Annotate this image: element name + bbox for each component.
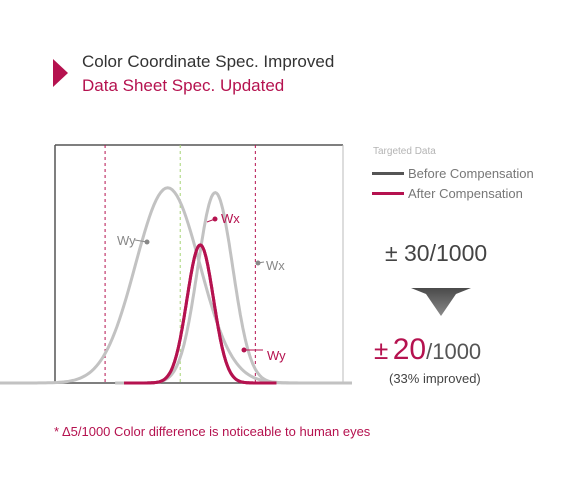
legend-swatch-after bbox=[372, 191, 404, 195]
spec-after-pm: ± bbox=[374, 335, 389, 365]
legend-item-after: After Compensation bbox=[372, 186, 523, 201]
spec-before-value: 30/1000 bbox=[404, 240, 488, 266]
improved-note: (33% improved) bbox=[389, 371, 481, 386]
down-arrow-icon bbox=[411, 288, 471, 316]
legend-label-before: Before Compensation bbox=[408, 166, 534, 181]
callout-dot-before-wy bbox=[144, 239, 150, 245]
callout-dot-after-wx bbox=[212, 216, 218, 222]
spec-before-pm: ± bbox=[385, 240, 398, 266]
title-marker bbox=[53, 59, 68, 87]
curve-label-before-wy: Wy bbox=[117, 233, 136, 248]
legend-item-before: Before Compensation bbox=[372, 166, 534, 181]
spec-before: ± 30/1000 bbox=[385, 240, 487, 267]
callout-dot-after-wy bbox=[241, 347, 247, 353]
spec-after-unit: /1000 bbox=[426, 339, 482, 364]
spec-after: ± 20/1000 bbox=[374, 333, 481, 367]
callout-dot-before-wx bbox=[255, 260, 261, 266]
legend-title: Targeted Data bbox=[373, 146, 436, 157]
footnote: * Δ5/1000 Color difference is noticeable… bbox=[54, 424, 371, 439]
page-subtitle: Data Sheet Spec. Updated bbox=[82, 76, 285, 95]
curve-label-after-wx: Wx bbox=[221, 211, 240, 226]
curve-label-after-wy: Wy bbox=[267, 348, 286, 363]
curve-after-wy bbox=[124, 243, 277, 385]
page-title: Color Coordinate Spec. Improved bbox=[82, 52, 335, 71]
legend-label-after: After Compensation bbox=[408, 186, 523, 201]
curve-label-before-wx: Wx bbox=[266, 258, 285, 273]
spec-after-value: 20 bbox=[392, 333, 427, 366]
legend-swatch-before bbox=[372, 171, 404, 175]
